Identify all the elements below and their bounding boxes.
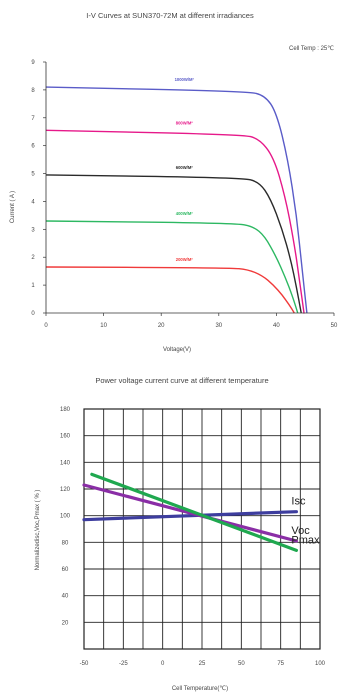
temp-x-tick-label: 100: [315, 661, 326, 667]
iv-y-tick-label: 2: [31, 255, 35, 261]
iv-y-axis-label: Current ( A ): [10, 191, 16, 223]
iv-y-tick-label: 0: [31, 311, 35, 317]
iv-chart-subtitle: Cell Temp : 25℃: [289, 45, 334, 52]
temp-y-tick-label: 180: [60, 407, 71, 413]
iv-y-tick-label: 3: [31, 227, 35, 233]
iv-y-tick-label: 6: [31, 144, 35, 150]
temp-y-tick-label: 100: [60, 514, 71, 520]
temp-y-tick-label: 60: [62, 567, 69, 573]
temp-y-tick-label: 20: [62, 620, 69, 626]
iv-x-tick-label: 20: [158, 323, 165, 329]
iv-y-tick-label: 7: [31, 116, 35, 122]
temp-x-tick-label: -50: [80, 661, 89, 667]
temp-y-tick-label: 140: [60, 460, 71, 466]
iv-x-tick-label: 50: [331, 323, 338, 329]
temp-x-tick-label: 50: [238, 661, 245, 667]
iv-series-line-1000w-m: [45, 86, 308, 314]
temp-x-tick-label: 75: [277, 661, 284, 667]
iv-series-line-600w-m: [45, 174, 302, 314]
temp-y-tick-label: 160: [60, 434, 71, 440]
temp-series-label-pmax: Pmax: [291, 534, 320, 546]
iv-x-tick-label: 0: [44, 323, 48, 329]
iv-chart: I-V Curves at SUN370-72M at different ir…: [10, 11, 338, 353]
iv-y-tick-label: 9: [31, 60, 35, 66]
iv-y-tick-label: 4: [31, 199, 35, 205]
temp-series-line-voc: [82, 483, 298, 543]
temp-y-axis-label: Normalizedisc,Voc,Pmax ( % ): [35, 490, 41, 571]
temp-x-tick-label: 25: [199, 661, 206, 667]
temp-series-label-isc: Isc: [291, 496, 306, 508]
iv-series-label-400w-m: 400W/M²: [176, 211, 194, 216]
iv-series-label-1000w-m: 1000W/M²: [175, 77, 195, 82]
iv-series-label-200w-m: 200W/M²: [176, 257, 194, 262]
temp-chart-title: Power voltage current curve at different…: [95, 376, 268, 385]
temp-y-tick-label: 80: [62, 540, 69, 546]
iv-chart-ticks: 0 1 2 3 4 5 6 7 8 9 0 10 20 30 40 50: [31, 60, 338, 329]
iv-y-tick-label: 1: [31, 283, 35, 289]
temp-x-axis-label: Cell Temperature(℃): [172, 685, 228, 692]
temp-y-tick-label: 40: [62, 594, 69, 600]
iv-series-line-200w-m: [45, 266, 295, 314]
iv-series-label-800w-m: 800W/M²: [176, 120, 194, 125]
temperature-chart: Power voltage current curve at different…: [35, 376, 326, 692]
temp-chart-ticks: 20 40 60 80 100 120 140 160 180 -50 -25 0 25 50 75 100: [60, 407, 326, 667]
iv-x-tick-label: 30: [215, 323, 222, 329]
temp-x-tick-label: -25: [119, 661, 128, 667]
temp-plot-frame: [83, 408, 321, 650]
temp-series-line-isc: [82, 510, 298, 522]
temp-x-tick-label: 0: [161, 661, 165, 667]
iv-series-label-600w-m: 600W/M²: [176, 165, 194, 170]
iv-series-line-800w-m: [45, 129, 305, 314]
iv-y-tick-label: 8: [31, 88, 35, 94]
iv-y-tick-label: 5: [31, 172, 35, 178]
temp-series-label-voc: Voc: [291, 525, 310, 537]
iv-x-tick-label: 40: [273, 323, 280, 329]
temp-y-tick-label: 120: [60, 487, 71, 493]
iv-x-tick-label: 10: [100, 323, 107, 329]
iv-series-line-400w-m: [45, 220, 299, 314]
iv-chart-title: I-V Curves at SUN370-72M at different ir…: [86, 11, 254, 20]
temp-series-line-pmax: [90, 472, 298, 552]
temp-chart-grid: [84, 409, 320, 649]
iv-x-axis-label: Voltage(V): [163, 347, 191, 353]
iv-chart-series: 1000W/M² 800W/M² 600W/M² 400W/M² 200W/M²: [45, 77, 308, 314]
